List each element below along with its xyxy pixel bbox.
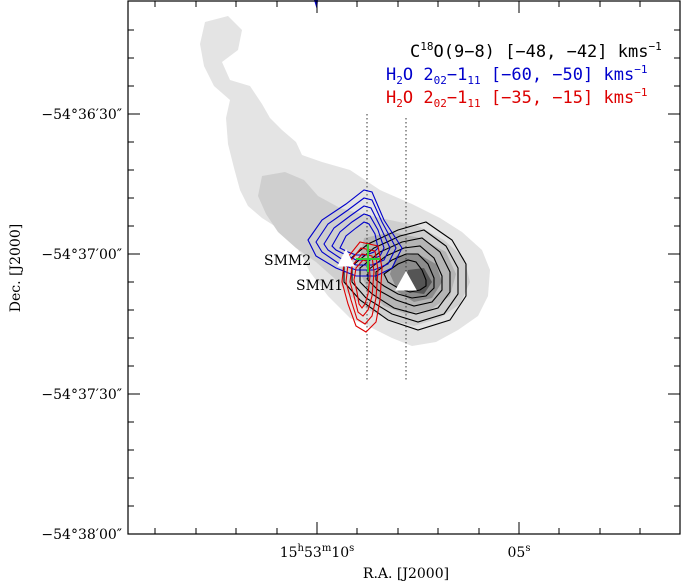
blue-contour-2 [315, 197, 397, 271]
plot-frame [127, 0, 681, 535]
blue-contour-1 [307, 189, 403, 277]
x-axis-title: R.A. [J2000] [363, 566, 449, 582]
red-contour-1 [341, 241, 383, 333]
y-axis-title: Dec. [J2000] [8, 224, 24, 312]
c18o-contour-4 [367, 245, 443, 307]
red-contour-2 [345, 247, 379, 325]
smm1-marker [395, 270, 417, 291]
c18o-contour-1 [343, 221, 467, 331]
c18o-contour-6 [383, 259, 427, 293]
blue-contour-5 [339, 221, 379, 256]
x-tick-label: 15h53m10s [280, 543, 355, 561]
legend: C18O(9−8) [−48, −42] kms−1 H2O 202−111 [… [386, 40, 662, 110]
blue-contour-3 [323, 205, 391, 266]
green-cross [356, 244, 380, 272]
legend-entry-c18o: C18O(9−8) [−48, −42] kms−1 [410, 40, 662, 62]
y-tick-label: −54°38′00″ [41, 527, 122, 543]
source-markers [337, 248, 417, 291]
y-tick-label: −54°37′00″ [41, 247, 122, 263]
smm2-marker [337, 248, 355, 267]
axis-ticks [128, 1, 680, 535]
c18o-contour-2 [351, 229, 459, 323]
legend-entry-h2o-blue: H2O 202−111 [−60, −50] kms−1 [386, 63, 647, 87]
y-tick-labels: −54°36′30″ −54°37′00″ −54°37′30″ −54°38′… [41, 107, 122, 543]
smm2-label: SMM2 [264, 253, 311, 269]
c18o-contour-5 [375, 253, 435, 299]
x-tick-label: 05s [508, 543, 531, 561]
legend-entry-h2o-red: H2O 202−111 [−35, −15] kms−1 [386, 86, 647, 110]
x-tick-labels: 15h53m10s 05s [280, 543, 531, 561]
smm1-label: SMM1 [296, 278, 343, 294]
h2o-blue-contours [307, 189, 403, 277]
y-tick-label: −54°37′30″ [41, 387, 122, 403]
y-tick-label: −54°36′30″ [41, 107, 122, 123]
